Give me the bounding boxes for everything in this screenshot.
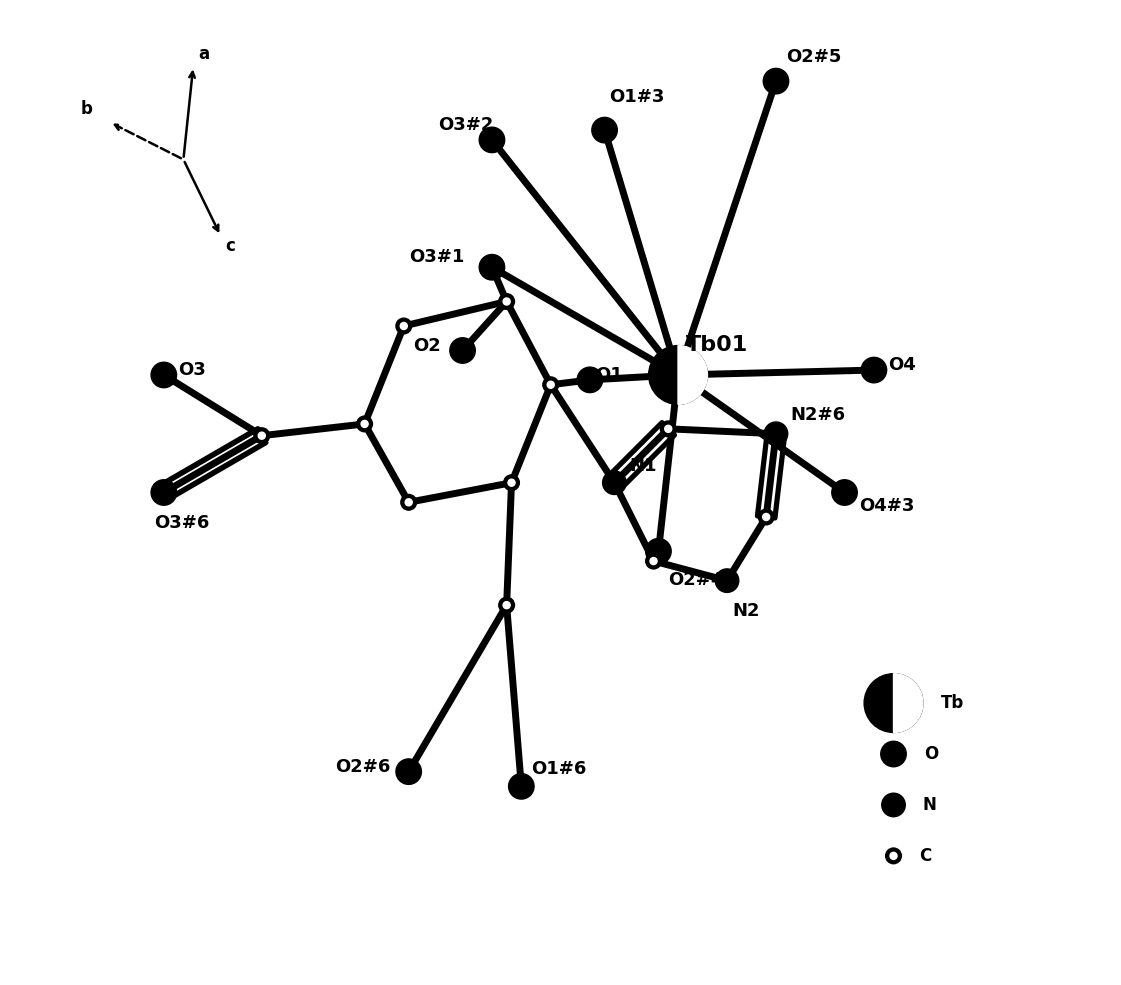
Circle shape: [479, 254, 504, 280]
Text: O4#3: O4#3: [859, 497, 915, 515]
Circle shape: [762, 513, 770, 520]
Circle shape: [151, 480, 177, 505]
Circle shape: [649, 346, 707, 405]
Circle shape: [396, 318, 411, 334]
Circle shape: [660, 421, 676, 436]
Text: b: b: [81, 100, 92, 118]
Circle shape: [890, 852, 897, 859]
Text: c: c: [225, 236, 235, 254]
Circle shape: [401, 494, 417, 510]
Circle shape: [715, 569, 739, 592]
Text: N1: N1: [629, 457, 657, 475]
Circle shape: [450, 338, 475, 363]
Text: O3#6: O3#6: [154, 514, 210, 532]
Circle shape: [479, 127, 504, 153]
Text: O2#4: O2#4: [668, 571, 724, 589]
Text: O: O: [924, 745, 938, 763]
Text: O3#1: O3#1: [409, 248, 464, 266]
Text: O2: O2: [414, 337, 442, 355]
Circle shape: [508, 479, 515, 487]
Circle shape: [882, 793, 906, 817]
Circle shape: [499, 294, 515, 309]
Circle shape: [646, 539, 671, 564]
Circle shape: [886, 848, 901, 864]
Text: O1#3: O1#3: [610, 88, 665, 105]
Circle shape: [405, 498, 413, 506]
Text: O2#6: O2#6: [335, 757, 390, 776]
Circle shape: [864, 674, 923, 733]
Circle shape: [765, 422, 788, 445]
Circle shape: [592, 117, 618, 143]
Circle shape: [861, 358, 887, 383]
Wedge shape: [678, 346, 707, 405]
Circle shape: [361, 421, 368, 427]
Circle shape: [356, 416, 372, 431]
Circle shape: [400, 322, 407, 330]
Circle shape: [543, 377, 558, 393]
Text: a: a: [198, 44, 210, 63]
Circle shape: [509, 773, 534, 799]
Circle shape: [650, 558, 657, 564]
Wedge shape: [893, 674, 923, 733]
Circle shape: [603, 471, 627, 494]
Circle shape: [881, 742, 906, 766]
Circle shape: [503, 298, 510, 305]
Circle shape: [499, 597, 515, 613]
Circle shape: [646, 554, 661, 569]
Text: O1#6: O1#6: [531, 760, 586, 778]
Circle shape: [577, 367, 603, 393]
Circle shape: [832, 480, 858, 505]
Circle shape: [254, 427, 270, 443]
Circle shape: [547, 381, 554, 388]
Text: O2#5: O2#5: [786, 48, 841, 66]
Text: N2#6: N2#6: [790, 406, 845, 424]
Text: C: C: [919, 847, 932, 865]
Circle shape: [151, 362, 177, 388]
Text: Tb: Tb: [941, 694, 964, 712]
Circle shape: [396, 758, 421, 784]
Text: O4: O4: [889, 357, 916, 374]
Text: O3: O3: [178, 361, 206, 379]
Circle shape: [665, 426, 671, 432]
Circle shape: [258, 432, 266, 439]
Text: N: N: [923, 796, 937, 814]
Text: Tb01: Tb01: [686, 335, 748, 356]
Circle shape: [503, 475, 519, 491]
Circle shape: [758, 509, 773, 525]
Text: O3#2: O3#2: [438, 116, 493, 134]
Circle shape: [763, 68, 789, 94]
Circle shape: [503, 602, 510, 609]
Text: O1: O1: [595, 366, 622, 384]
Text: N2: N2: [732, 602, 759, 621]
